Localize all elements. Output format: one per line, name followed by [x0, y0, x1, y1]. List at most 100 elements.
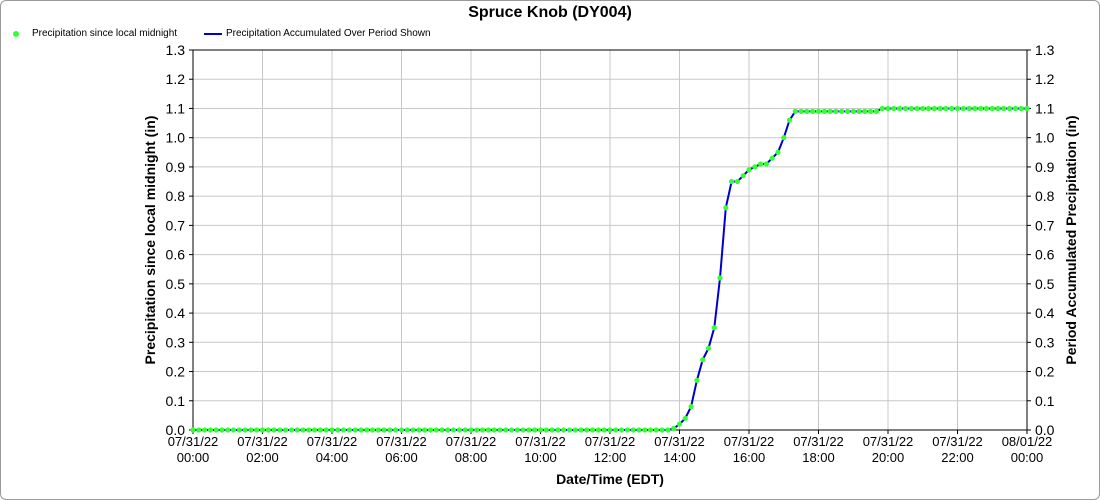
y2-tick-label: 0.6: [1035, 247, 1055, 263]
data-point-precip-since-midnight: [804, 108, 810, 114]
data-point-precip-since-midnight: [219, 427, 225, 433]
data-point-precip-since-midnight: [566, 427, 573, 433]
data-point-precip-since-midnight: [480, 427, 486, 433]
data-point-precip-since-midnight: [202, 427, 208, 433]
x-tick-date-label: 07/31/22: [585, 434, 636, 449]
data-point-precip-since-midnight: [972, 105, 978, 112]
data-point-precip-since-midnight: [578, 427, 584, 433]
data-point-precip-since-midnight: [341, 427, 347, 433]
data-point-precip-since-midnight: [549, 427, 555, 433]
data-point-precip-since-midnight: [352, 427, 358, 433]
data-point-precip-since-midnight: [775, 149, 781, 155]
x-tick-time-label: 00:00: [1011, 450, 1044, 465]
y2-axis-title: Period Accumulated Precipitation (in): [1063, 115, 1079, 364]
data-point-precip-since-midnight: [1001, 105, 1007, 112]
data-point-precip-since-midnight: [590, 427, 596, 433]
data-point-precip-since-midnight: [954, 105, 961, 112]
data-point-precip-since-midnight: [983, 105, 990, 112]
y2-tick-label: 0.0: [1035, 422, 1055, 438]
data-point-precip-since-midnight: [920, 105, 926, 112]
data-point-precip-since-midnight: [746, 167, 752, 173]
x-tick-date-label: 07/31/22: [376, 434, 427, 449]
x-tick-date-label: 08/01/22: [1002, 434, 1053, 449]
data-point-precip-since-midnight: [839, 108, 845, 114]
data-point-precip-since-midnight: [897, 105, 903, 112]
data-point-precip-since-midnight: [456, 427, 462, 433]
data-point-precip-since-midnight: [468, 427, 474, 433]
data-point-precip-since-midnight: [393, 427, 399, 433]
data-point-precip-since-midnight: [908, 105, 914, 112]
data-point-precip-since-midnight: [659, 427, 665, 433]
data-point-precip-since-midnight: [213, 427, 219, 433]
y-tick-label: 0.2: [166, 364, 186, 380]
y-tick-label: 1.3: [166, 42, 186, 58]
y-tick-label: 0.7: [166, 217, 186, 233]
data-point-precip-since-midnight: [236, 427, 242, 433]
data-point-precip-since-midnight: [630, 427, 636, 433]
legend-marker-icon: [13, 31, 19, 37]
data-point-precip-since-midnight: [879, 105, 885, 112]
data-point-precip-since-midnight: [271, 427, 277, 433]
y-tick-label: 0.5: [166, 276, 186, 292]
data-point-precip-since-midnight: [508, 427, 515, 433]
x-tick-time-label: 14:00: [663, 450, 696, 465]
data-point-precip-since-midnight: [989, 105, 995, 112]
data-point-precip-since-midnight: [485, 427, 491, 433]
y2-tick-label: 0.5: [1035, 276, 1055, 292]
data-point-precip-since-midnight: [572, 427, 578, 433]
data-point-precip-since-midnight: [931, 105, 937, 112]
data-point-precip-since-midnight: [190, 427, 196, 433]
data-point-precip-since-midnight: [416, 427, 422, 433]
data-point-precip-since-midnight: [398, 427, 405, 433]
data-point-precip-since-midnight: [404, 427, 410, 433]
x-tick-time-label: 10:00: [524, 450, 557, 465]
data-point-precip-since-midnight: [259, 427, 266, 433]
legend-label: Precipitation since local midnight: [32, 28, 178, 39]
data-point-precip-since-midnight: [335, 427, 341, 433]
x-tick-time-label: 20:00: [872, 450, 905, 465]
y2-tick-label: 0.3: [1035, 334, 1055, 350]
data-point-precip-since-midnight: [503, 427, 509, 433]
data-point-precip-since-midnight: [943, 105, 949, 112]
data-point-precip-since-midnight: [740, 173, 746, 179]
data-point-precip-since-midnight: [254, 427, 260, 433]
y-tick-label: 0.1: [166, 393, 186, 409]
data-point-precip-since-midnight: [248, 427, 254, 433]
data-point-precip-since-midnight: [647, 427, 654, 433]
x-tick-date-label: 07/31/22: [307, 434, 358, 449]
data-point-precip-since-midnight: [497, 427, 503, 433]
data-point-precip-since-midnight: [792, 108, 798, 114]
data-point-precip-since-midnight: [427, 427, 434, 433]
data-point-precip-since-midnight: [242, 427, 248, 433]
y2-tick-label: 1.0: [1035, 130, 1055, 146]
data-point-precip-since-midnight: [868, 108, 874, 114]
data-point-precip-since-midnight: [833, 108, 839, 114]
data-point-precip-since-midnight: [682, 415, 688, 421]
x-tick-date-label: 07/31/22: [724, 434, 775, 449]
y-tick-label: 0.3: [166, 334, 186, 350]
data-point-precip-since-midnight: [491, 427, 497, 433]
data-point-precip-since-midnight: [671, 425, 677, 432]
data-point-precip-since-midnight: [364, 427, 370, 433]
data-point-precip-since-midnight: [937, 105, 943, 112]
data-point-precip-since-midnight: [925, 105, 932, 112]
legend-line-icon: [204, 33, 222, 35]
x-tick-time-label: 12:00: [594, 450, 627, 465]
data-point-precip-since-midnight: [914, 105, 920, 112]
data-point-precip-since-midnight: [526, 427, 532, 433]
y-tick-label: 0.6: [166, 247, 186, 263]
data-point-precip-since-midnight: [451, 427, 457, 433]
x-tick-date-label: 07/31/22: [446, 434, 497, 449]
data-point-precip-since-midnight: [624, 427, 631, 433]
data-point-precip-since-midnight: [711, 325, 717, 331]
data-point-precip-since-midnight: [300, 427, 306, 433]
data-point-precip-since-midnight: [844, 108, 851, 114]
data-point-precip-since-midnight: [294, 427, 300, 433]
legend-label: Precipitation Accumulated Over Period Sh…: [226, 28, 431, 39]
y-tick-label: 1.0: [166, 130, 186, 146]
data-point-precip-since-midnight: [312, 427, 318, 433]
data-point-precip-since-midnight: [642, 427, 648, 433]
data-point-precip-since-midnight: [821, 108, 827, 114]
x-tick-time-label: 04:00: [316, 450, 349, 465]
